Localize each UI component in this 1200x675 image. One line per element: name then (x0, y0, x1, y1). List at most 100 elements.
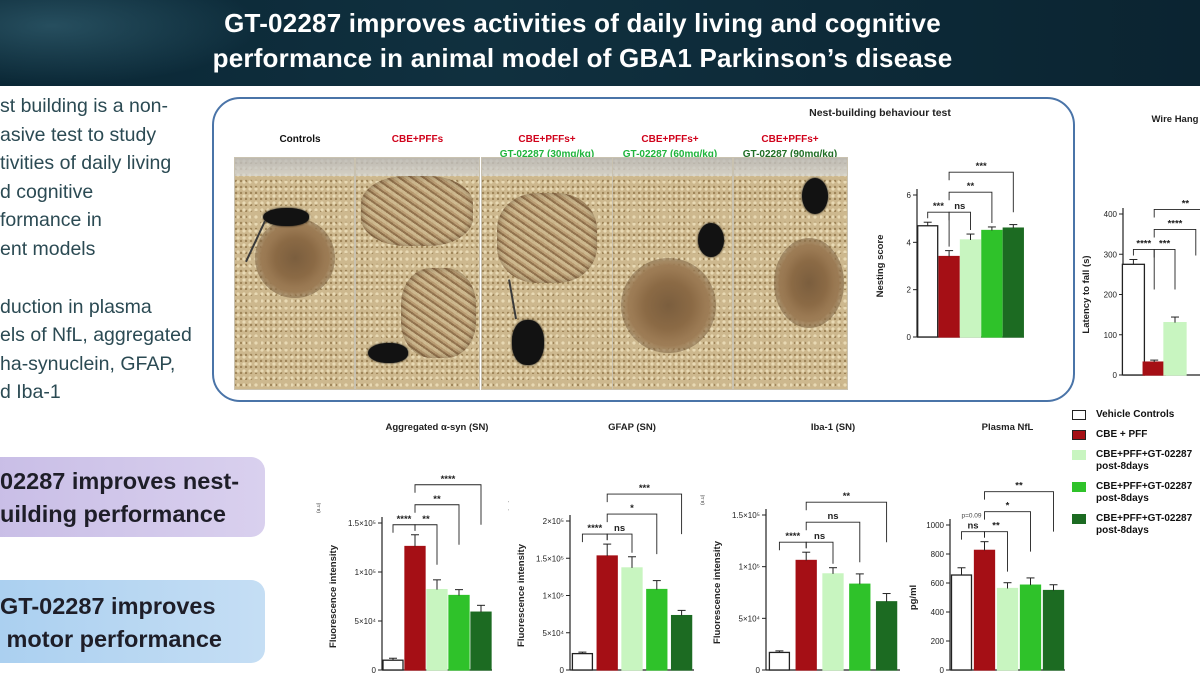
significance-bracket (414, 524, 438, 565)
photo-label-90mg: CBE+PFFs+ GT-02287 (90mg/kg) (730, 132, 850, 162)
significance-label: * (630, 503, 634, 514)
legend-swatch (1072, 450, 1086, 460)
significance-label: *** (933, 201, 944, 212)
bar (382, 659, 404, 671)
gfap-chart: GFAP (SN) (a.u) 0 5×10⁴ 1×10⁵ 1.5×10⁵ 2×10⁵ Flu… (508, 422, 694, 675)
significance-label: **** (587, 523, 602, 534)
mouse-tail (508, 279, 517, 320)
cage-photo-cbe-pffs (355, 157, 480, 390)
bar (917, 225, 939, 338)
y-tick-label: 6 (907, 191, 912, 200)
photo-label-60mg: CBE+PFFs+ GT-02287 (60mg/kg) (605, 132, 735, 162)
significance-bracket (581, 533, 608, 543)
bar (596, 555, 618, 671)
bar (938, 255, 960, 338)
bar (621, 567, 643, 671)
y-tick-label: 5×10⁴ (543, 629, 565, 638)
significance-label: **** (785, 531, 800, 542)
photo-label-line1: Controls (279, 134, 321, 145)
y-tick-label: 0 (756, 666, 761, 675)
cage-wall (482, 158, 612, 176)
y-tick-label: 300 (1104, 250, 1118, 259)
bar (1002, 227, 1024, 338)
iba1-chart: Iba-1 (SN) (a.u) 0 5×10⁴ 1×10⁵ 1.5×10⁵ Fluores… (700, 422, 900, 675)
y-axis-label: pg/ml (908, 585, 919, 610)
bar (646, 588, 668, 671)
legend-label: CBE + PFF (1096, 429, 1148, 440)
y-axis-label: Nesting score (875, 235, 886, 298)
significance-bracket (1132, 249, 1155, 290)
wire-hang-chart: Wire Hang 0 100 200 300 400 Latency to fall (s… (1081, 114, 1200, 380)
significance-label: *** (639, 483, 650, 494)
photo-label-30mg: CBE+PFFs+ GT-02287 (30mg/kg) (482, 132, 612, 162)
y-tick-label: 5×10⁴ (739, 614, 761, 623)
significance-label: **** (1168, 218, 1183, 229)
significance-label: * (1006, 501, 1010, 512)
y-tick-label: 0 (372, 666, 377, 675)
nest-shape (361, 176, 473, 246)
significance-bracket (984, 511, 1031, 552)
bar (795, 559, 817, 671)
legend-label-line1: CBE+PFF+GT-02287 (1096, 513, 1193, 524)
y-axis-label: Latency to fall (s) (1081, 255, 1092, 333)
y-axis-label: Fluorescence intensity (516, 543, 527, 647)
legend-label-line2: post-8days (1096, 525, 1149, 536)
y-tick-label: 0 (560, 666, 565, 675)
bar (1163, 322, 1187, 376)
bullet-list: st building is a non- asive test to stud… (0, 92, 212, 436)
bar (670, 614, 693, 671)
bar (404, 545, 426, 671)
significance-bracket (948, 171, 1014, 213)
bar (822, 573, 844, 671)
y-tick-label: 0 (940, 666, 945, 675)
significance-label: **** (441, 474, 456, 485)
bar (1019, 584, 1042, 671)
legend-label: CBE+PFF+GT-02287 post-8days (1096, 449, 1192, 473)
significance-bracket (1153, 249, 1176, 290)
significance-bracket (948, 191, 993, 223)
asyn-chart: Aggregated α-syn (SN) (a.u) 0 5×10⁴ 1×10⁵ 1.5… (316, 422, 492, 675)
nest-test-title: Nest-building behaviour test (809, 107, 951, 119)
bar (571, 652, 594, 671)
photo-label-line1: CBE+PFFs (391, 134, 444, 145)
significance-label: ns (827, 511, 838, 522)
significance-bracket (606, 493, 683, 535)
significance-label: *** (976, 161, 987, 172)
legend-swatch (1072, 514, 1086, 524)
significance-bracket (948, 211, 971, 231)
photo-label-line2: GT-02287 (30mg/kg) (499, 149, 595, 160)
legend-label: CBE+PFF+GT-02287 post-8days (1096, 513, 1192, 537)
y-axis-label: Fluorescence intensity (712, 540, 723, 644)
bar (426, 588, 448, 671)
significance-label: **** (397, 514, 412, 525)
unit-label: (a.u) (508, 500, 510, 511)
legend-swatch (1072, 410, 1086, 420)
bar (959, 239, 982, 338)
significance-bracket (606, 513, 658, 555)
mouse-shape (368, 343, 408, 363)
significance-label: ** (1015, 481, 1023, 492)
bar (849, 583, 871, 671)
significance-label: ** (433, 494, 441, 505)
y-tick-label: 2×10⁵ (543, 517, 564, 526)
cage-wall (613, 158, 732, 176)
mouse-shape (698, 223, 724, 257)
bar (470, 611, 492, 671)
bar (875, 601, 898, 671)
y-tick-label: 200 (1104, 291, 1118, 300)
highlight-motor-performance: GT-02287 improves motor performance (0, 580, 265, 663)
bar (981, 229, 1003, 338)
cage-photo-60mg (612, 157, 733, 390)
significance-label: *** (1159, 238, 1170, 249)
y-tick-label: 1000 (926, 521, 944, 530)
bar (768, 651, 791, 671)
significance-bracket (984, 531, 1008, 572)
slide-header: GT-02287 improves activities of daily li… (0, 0, 1200, 86)
p-value-label: p=0.09 (961, 513, 981, 520)
cage-wall (356, 158, 479, 176)
mouse-shape (263, 208, 309, 226)
bar (950, 574, 973, 671)
photo-label-line2: GT-02287 (90mg/kg) (742, 149, 838, 160)
y-tick-label: 1.5×10⁵ (536, 554, 564, 563)
